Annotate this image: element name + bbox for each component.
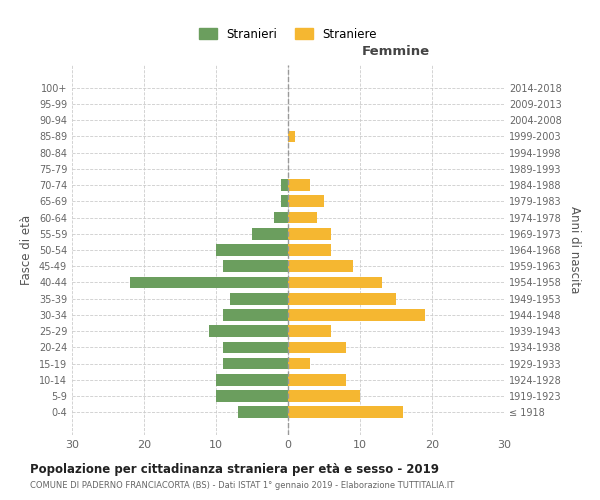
Bar: [288, 390, 360, 402]
Y-axis label: Fasce di età: Fasce di età: [20, 215, 33, 285]
Bar: [230, 293, 288, 304]
Bar: [216, 390, 288, 402]
Bar: [223, 358, 288, 370]
Text: Popolazione per cittadinanza straniera per età e sesso - 2019: Popolazione per cittadinanza straniera p…: [30, 462, 439, 475]
Bar: [274, 212, 288, 224]
Bar: [223, 260, 288, 272]
Text: Femmine: Femmine: [362, 44, 430, 58]
Bar: [223, 342, 288, 353]
Bar: [238, 406, 288, 418]
Bar: [288, 406, 403, 418]
Bar: [252, 228, 288, 239]
Bar: [281, 179, 288, 191]
Legend: Stranieri, Straniere: Stranieri, Straniere: [194, 23, 382, 45]
Y-axis label: Anni di nascita: Anni di nascita: [568, 206, 581, 294]
Bar: [216, 244, 288, 256]
Bar: [288, 212, 317, 224]
Bar: [288, 196, 324, 207]
Bar: [288, 276, 382, 288]
Bar: [288, 293, 396, 304]
Bar: [288, 374, 346, 386]
Bar: [216, 374, 288, 386]
Bar: [288, 309, 425, 321]
Bar: [288, 179, 310, 191]
Text: COMUNE DI PADERNO FRANCIACORTA (BS) - Dati ISTAT 1° gennaio 2019 - Elaborazione : COMUNE DI PADERNO FRANCIACORTA (BS) - Da…: [30, 481, 454, 490]
Bar: [288, 130, 295, 142]
Bar: [281, 196, 288, 207]
Bar: [209, 326, 288, 337]
Bar: [288, 358, 310, 370]
Bar: [288, 244, 331, 256]
Bar: [223, 309, 288, 321]
Bar: [130, 276, 288, 288]
Bar: [288, 228, 331, 239]
Bar: [288, 342, 346, 353]
Bar: [288, 260, 353, 272]
Bar: [288, 326, 331, 337]
